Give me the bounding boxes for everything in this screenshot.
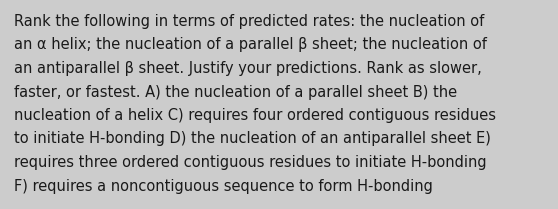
Text: F) requires a noncontiguous sequence to form H-bonding: F) requires a noncontiguous sequence to … xyxy=(14,178,433,194)
Text: requires three ordered contiguous residues to initiate H-bonding: requires three ordered contiguous residu… xyxy=(14,155,487,170)
Text: to initiate H-bonding D) the nucleation of an antiparallel sheet E): to initiate H-bonding D) the nucleation … xyxy=(14,131,491,147)
Text: Rank the following in terms of predicted rates: the nucleation of: Rank the following in terms of predicted… xyxy=(14,14,484,29)
Text: faster, or fastest. A) the nucleation of a parallel sheet B) the: faster, or fastest. A) the nucleation of… xyxy=(14,84,457,99)
Text: an α helix; the nucleation of a parallel β sheet; the nucleation of: an α helix; the nucleation of a parallel… xyxy=(14,37,487,52)
Text: an antiparallel β sheet. Justify your predictions. Rank as slower,: an antiparallel β sheet. Justify your pr… xyxy=(14,61,482,76)
Text: nucleation of a helix C) requires four ordered contiguous residues: nucleation of a helix C) requires four o… xyxy=(14,108,496,123)
